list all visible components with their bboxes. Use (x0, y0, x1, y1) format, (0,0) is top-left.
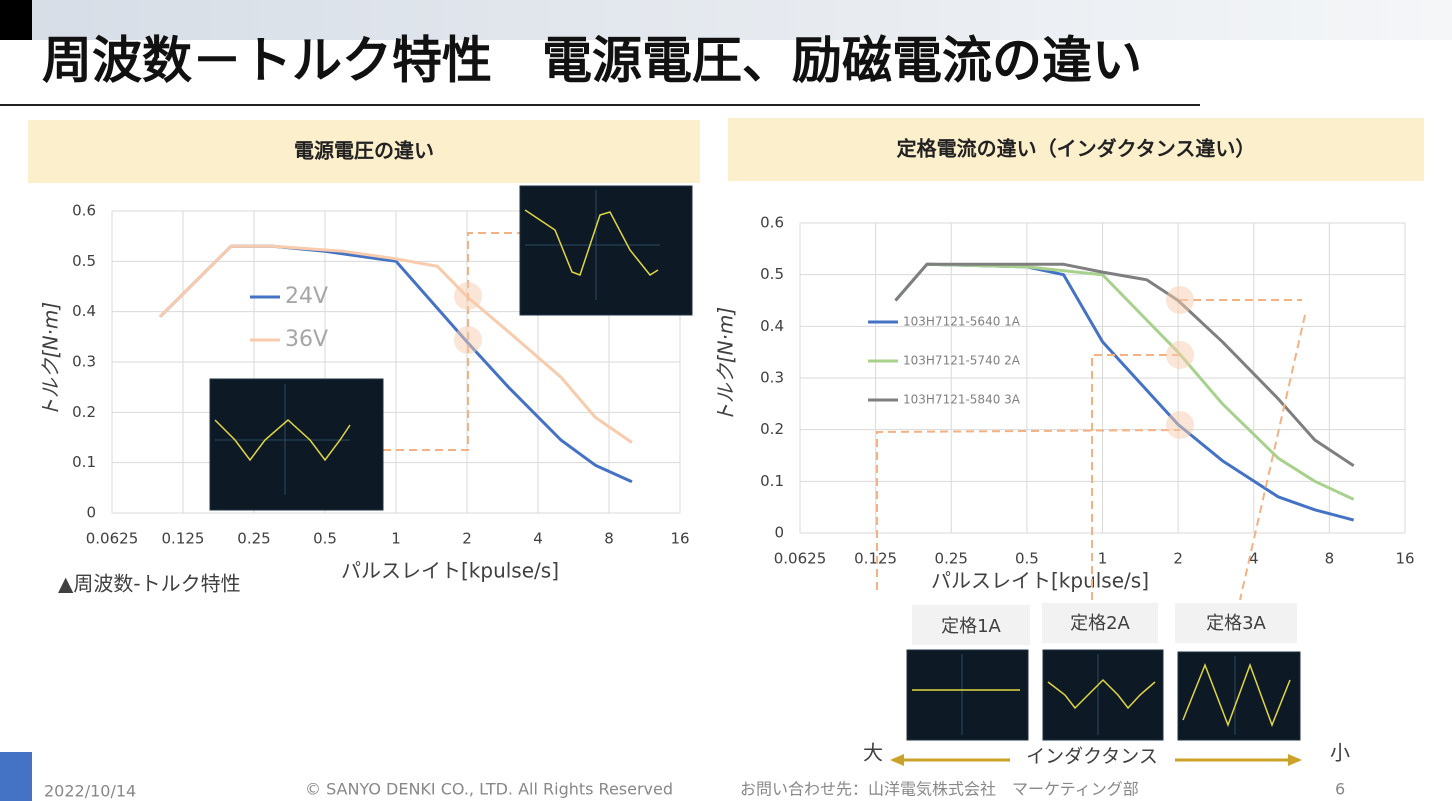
panel-header (728, 118, 1424, 181)
y-tick-label: 0.6 (72, 202, 96, 220)
scope-image (906, 649, 1029, 741)
x-tick-label: 0.125 (162, 530, 205, 548)
top-band (0, 0, 1452, 40)
x-tick-label: 16 (1395, 550, 1414, 568)
panel-header (28, 120, 700, 183)
scope-image (519, 185, 693, 316)
label-box (912, 605, 1030, 645)
scope-image (209, 378, 384, 511)
y-tick-label: 0.2 (760, 420, 784, 438)
y-tick-label: 0 (774, 524, 784, 542)
highlight (1166, 411, 1194, 439)
legend-label: 103H7121-5840 3A (903, 393, 1021, 407)
footer-copyright: © SANYO DENKI CO., LTD. All Rights Reser… (305, 780, 673, 799)
charts: 電源電圧の違い 0 0.1 0.2 0.3 0.4 0.5 0.6 0.0625 0.125 0.2… (39, 137, 1415, 596)
y-tick-label: 0.3 (72, 353, 96, 371)
scope-image (1042, 649, 1164, 741)
x-tick-label: 0.0625 (86, 530, 139, 548)
x-tick-label: 0.25 (237, 530, 270, 548)
x-tick-label: 8 (604, 530, 614, 548)
y-tick-label: 0.5 (72, 252, 96, 270)
slide-title: 周波数－トルク特性 電源電圧、励磁電流の違い (42, 32, 1142, 90)
footer-page: 6 (1335, 780, 1345, 799)
connector (1239, 314, 1306, 601)
x-tick-label: 0.5 (313, 530, 337, 548)
x-tick-label: 0.0625 (774, 550, 827, 568)
x-tick-label: 2 (462, 530, 472, 548)
connector (1091, 354, 1180, 600)
footer-contact: お問い合わせ先：山洋電気株式会社 マーケティング部 (740, 780, 1139, 799)
scope-image (1177, 651, 1301, 741)
caption: ▲周波数-トルク特性 (58, 572, 241, 596)
inductance-label: インダクタンス (1026, 746, 1158, 768)
legend-label: 36V (285, 327, 328, 352)
y-tick-label: 0.4 (72, 302, 96, 320)
y-tick-label: 0.3 (760, 369, 784, 387)
x-tick-label: 16 (670, 530, 689, 548)
highlight (454, 326, 482, 354)
y-tick-label: 0.6 (760, 214, 784, 232)
x-tick-label: 0.25 (935, 550, 968, 568)
arrow-head (890, 754, 904, 766)
x-tick-label: 8 (1325, 550, 1335, 568)
highlight (454, 282, 482, 310)
x-tick-label: 2 (1173, 550, 1183, 568)
chart-title: 電源電圧の違い (294, 139, 434, 163)
connector (876, 429, 1181, 590)
x-tick-label: 1 (1098, 550, 1108, 568)
legend-label: 103H7121-5640 1A (903, 315, 1021, 329)
x-tick-label: 1 (391, 530, 401, 548)
label-box (1042, 603, 1158, 643)
y-tick-label: 0 (86, 504, 96, 522)
inductance-large: 大 (863, 741, 883, 765)
chart-title: 定格電流の違い（インダクタンス違い） (897, 137, 1256, 161)
y-tick-label: 0.5 (760, 265, 784, 283)
y-axis-title: トルク[N·m] (39, 302, 63, 418)
connector (383, 232, 520, 451)
label-box (1175, 603, 1297, 643)
corner-block (0, 0, 32, 40)
legend-label: 103H7121-5740 2A (903, 354, 1021, 368)
legend-label: 24V (285, 284, 328, 309)
y-axis-title: トルク[N·m] (714, 307, 738, 423)
x-axis-title: パルスレイト[kpulse/s] (341, 559, 559, 583)
y-tick-label: 0.1 (72, 453, 96, 471)
series-line (159, 244, 633, 444)
footer-date: 2022/10/14 (44, 782, 136, 801)
rated-label: 定格1A (941, 616, 1001, 637)
highlight (1166, 286, 1194, 314)
arrow-head (1288, 754, 1302, 766)
corner-block (0, 752, 32, 801)
y-tick-label: 0.4 (760, 317, 784, 335)
y-tick-label: 0.1 (760, 472, 784, 490)
x-tick-label: 4 (1249, 550, 1259, 568)
x-tick-label: 0.5 (1015, 550, 1039, 568)
y-tick-label: 0.2 (72, 403, 96, 421)
x-tick-label: 4 (533, 530, 543, 548)
x-tick-label: 0.125 (854, 550, 897, 568)
x-axis-title: パルスレイト[kpulse/s] (931, 569, 1149, 593)
series-line (894, 262, 1355, 468)
inductance-small: 小 (1330, 741, 1350, 765)
rated-label: 定格2A (1070, 613, 1130, 634)
highlight (1166, 341, 1194, 369)
rated-label: 定格3A (1206, 613, 1266, 634)
